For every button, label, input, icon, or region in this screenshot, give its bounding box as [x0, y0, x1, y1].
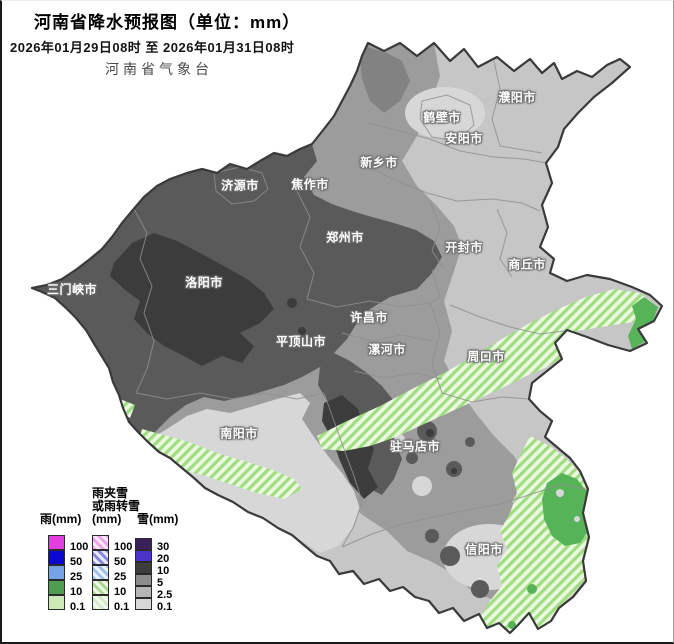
- city-label-zhengzhou: 郑州市: [326, 230, 364, 245]
- city-label-shangqiu: 商丘市: [508, 257, 546, 272]
- legend-rain-row: 25: [48, 564, 88, 583]
- snow-value-5: 5: [157, 577, 164, 589]
- snow-value-2.5: 2.5: [157, 589, 173, 601]
- snow-swatch-2.5: [135, 586, 152, 598]
- legend-rain-row: 10: [48, 579, 88, 598]
- legend-sleet-title-line2: 或雨转雪: [92, 499, 141, 513]
- city-label-xinxiang: 新乡市: [360, 155, 398, 170]
- province-outline: [30, 41, 664, 635]
- sleet-value-0.1: 0.1: [114, 601, 130, 613]
- sleet-swatch-10: [92, 580, 109, 595]
- snow-swatch-0.1: [135, 598, 152, 610]
- sleet-swatch-100: [92, 535, 109, 550]
- legend-sleet-title-line3: (mm): [92, 512, 122, 526]
- city-label-puyang: 濮阳市: [498, 90, 536, 105]
- city-label-xuchang: 许昌市: [350, 310, 388, 325]
- sleet-value-10: 10: [114, 586, 127, 598]
- rain-swatch-0.1: [48, 595, 65, 610]
- city-label-sanmenxia: 三门峡市: [46, 282, 98, 297]
- sleet-swatch-0.1: [92, 595, 109, 610]
- snow-value-20: 20: [157, 553, 170, 565]
- legend-snow-scale: 30 20 10 5 2.5 0.1: [135, 537, 172, 613]
- rain-swatch-10: [48, 580, 65, 595]
- city-label-luoyang: 洛阳市: [185, 275, 223, 290]
- page-title: 河南省降水预报图（单位：mm）: [34, 13, 301, 32]
- legend-rain-title: 雨(mm): [40, 512, 82, 526]
- rain-value-0.1: 0.1: [70, 601, 86, 613]
- prefecture-borders: [133, 60, 588, 548]
- snow-swatch-10: [135, 562, 152, 574]
- sleet-value-100: 100: [114, 541, 133, 553]
- legend-snow-row: 10: [135, 561, 172, 577]
- legend-sleet-row: 50: [92, 549, 132, 568]
- legend-snow-row: 5: [135, 573, 172, 589]
- city-label-luohe: 漯河市: [368, 342, 406, 357]
- legend-snow-row: 0.1: [135, 597, 172, 613]
- sleet-swatch-25: [92, 565, 109, 580]
- snow-value-10: 10: [157, 565, 170, 577]
- city-label-kaifeng: 开封市: [445, 240, 483, 255]
- snow-value-0.1: 0.1: [157, 601, 173, 613]
- snow-value-30: 30: [157, 541, 170, 553]
- legend-sleet-row: 0.1: [92, 594, 132, 613]
- sleet-swatch-50: [92, 550, 109, 565]
- city-label-pingdingshan: 平顶山市: [275, 334, 327, 349]
- sleet-value-50: 50: [114, 556, 127, 568]
- legend-snow-row: 2.5: [135, 585, 172, 601]
- rain-value-25: 25: [70, 571, 83, 583]
- snow-swatch-5: [135, 574, 152, 586]
- city-label-hebi: 鹤壁市: [423, 110, 461, 125]
- city-label-nanyang: 南阳市: [220, 426, 258, 441]
- city-label-jiyuan: 济源市: [221, 178, 259, 193]
- rain-swatch-100: [48, 535, 65, 550]
- legend-rain-row: 100: [48, 534, 88, 553]
- snow-swatch-20: [135, 550, 152, 562]
- legend-rain-row: 0.1: [48, 594, 88, 613]
- rain-value-10: 10: [70, 586, 83, 598]
- legend-sleet-scale: 100 50 25 10 0.1: [92, 534, 132, 613]
- region-rain-holes: [556, 489, 580, 522]
- legend-sleet-row: 100: [92, 534, 132, 553]
- legend-sleet-row: 10: [92, 579, 132, 598]
- city-label-xinyang: 信阳市: [465, 542, 503, 557]
- rain-swatch-25: [48, 565, 65, 580]
- region-rain-10mm: [508, 297, 658, 629]
- city-label-zhumadian: 驻马店市: [389, 439, 441, 454]
- sleet-value-25: 25: [114, 571, 127, 583]
- legend-rain-scale: 100 50 25 10 0.1: [48, 534, 88, 613]
- rain-value-100: 100: [70, 541, 89, 553]
- legend-snow-title: 雪(mm): [137, 512, 179, 526]
- city-label-zhoukou: 周口市: [467, 349, 505, 364]
- region-hills: [360, 46, 410, 113]
- rain-swatch-50: [48, 550, 65, 565]
- legend-rain-row: 50: [48, 549, 88, 568]
- legend-snow-row: 20: [135, 549, 172, 565]
- city-label-jiaozuo: 焦作市: [291, 177, 329, 192]
- forecast-date-range: 2026年01月29日08时 至 2026年01月31日08时: [10, 40, 295, 55]
- rain-value-50: 50: [70, 556, 83, 568]
- city-label-anyang: 安阳市: [445, 131, 483, 146]
- snow-swatch-30: [135, 538, 152, 550]
- legend-sleet-title-line1: 雨夹雪: [92, 486, 129, 500]
- legend-sleet-row: 25: [92, 564, 132, 583]
- legend-snow-row: 30: [135, 537, 172, 553]
- agency-name: 河南省气象台: [105, 63, 213, 78]
